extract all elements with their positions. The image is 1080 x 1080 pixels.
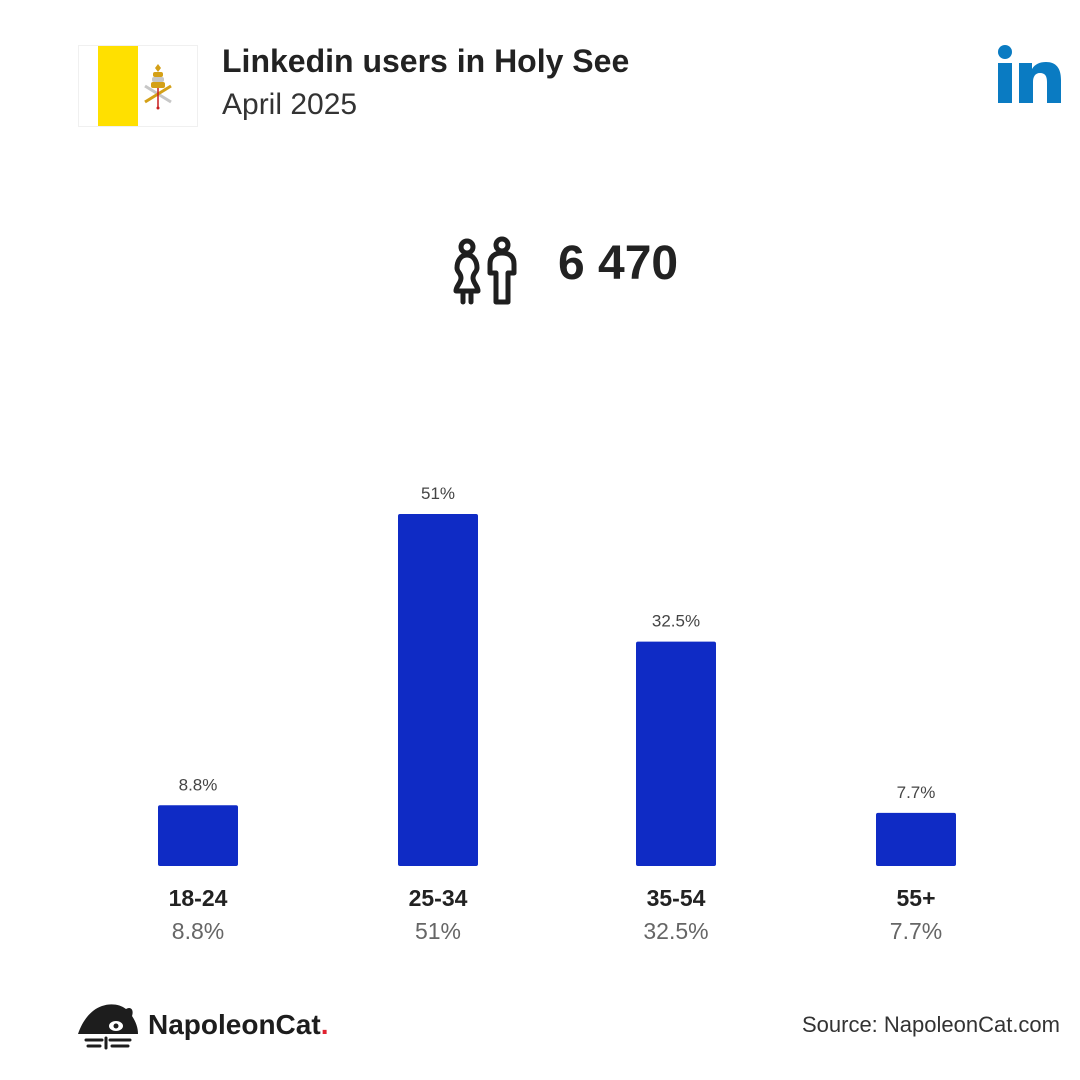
source-credit: Source: NapoleonCat.com: [801, 1012, 1060, 1037]
page-title: Linkedin users in Holy See: [222, 43, 630, 79]
flag-yellow-stripe: [98, 46, 138, 126]
category-label: 35-54: [647, 885, 706, 911]
bar-18-24: [158, 805, 238, 866]
total-users-value: 6 470: [558, 237, 679, 290]
brand-dot: .: [320, 1009, 329, 1040]
category-value-label: 51%: [415, 918, 461, 944]
category-value-label: 32.5%: [643, 918, 708, 944]
category-value-label: 8.8%: [172, 918, 224, 944]
bar-value-label: 51%: [421, 484, 455, 503]
napoleoncat-logo-icon: [78, 1004, 138, 1050]
page-subtitle: April 2025: [222, 88, 358, 121]
category-label: 55+: [896, 885, 935, 911]
users-icon: [453, 236, 517, 305]
papal-emblem-icon: [144, 64, 172, 110]
category-label: 25-34: [409, 885, 468, 911]
holy-see-flag-icon: [79, 46, 197, 126]
bar-25-34: [398, 514, 478, 866]
linkedin-icon: [998, 45, 1061, 103]
brand-name-text: NapoleonCat: [148, 1009, 321, 1040]
category-label: 18-24: [169, 885, 228, 911]
brand-name: NapoleonCat.: [148, 1009, 328, 1041]
bar-35-54: [636, 641, 716, 866]
bar-55+: [876, 812, 956, 866]
bar-value-label: 32.5%: [652, 612, 700, 631]
bar-value-label: 7.7%: [897, 783, 936, 802]
category-value-label: 7.7%: [890, 918, 942, 944]
bar-value-label: 8.8%: [179, 775, 218, 794]
